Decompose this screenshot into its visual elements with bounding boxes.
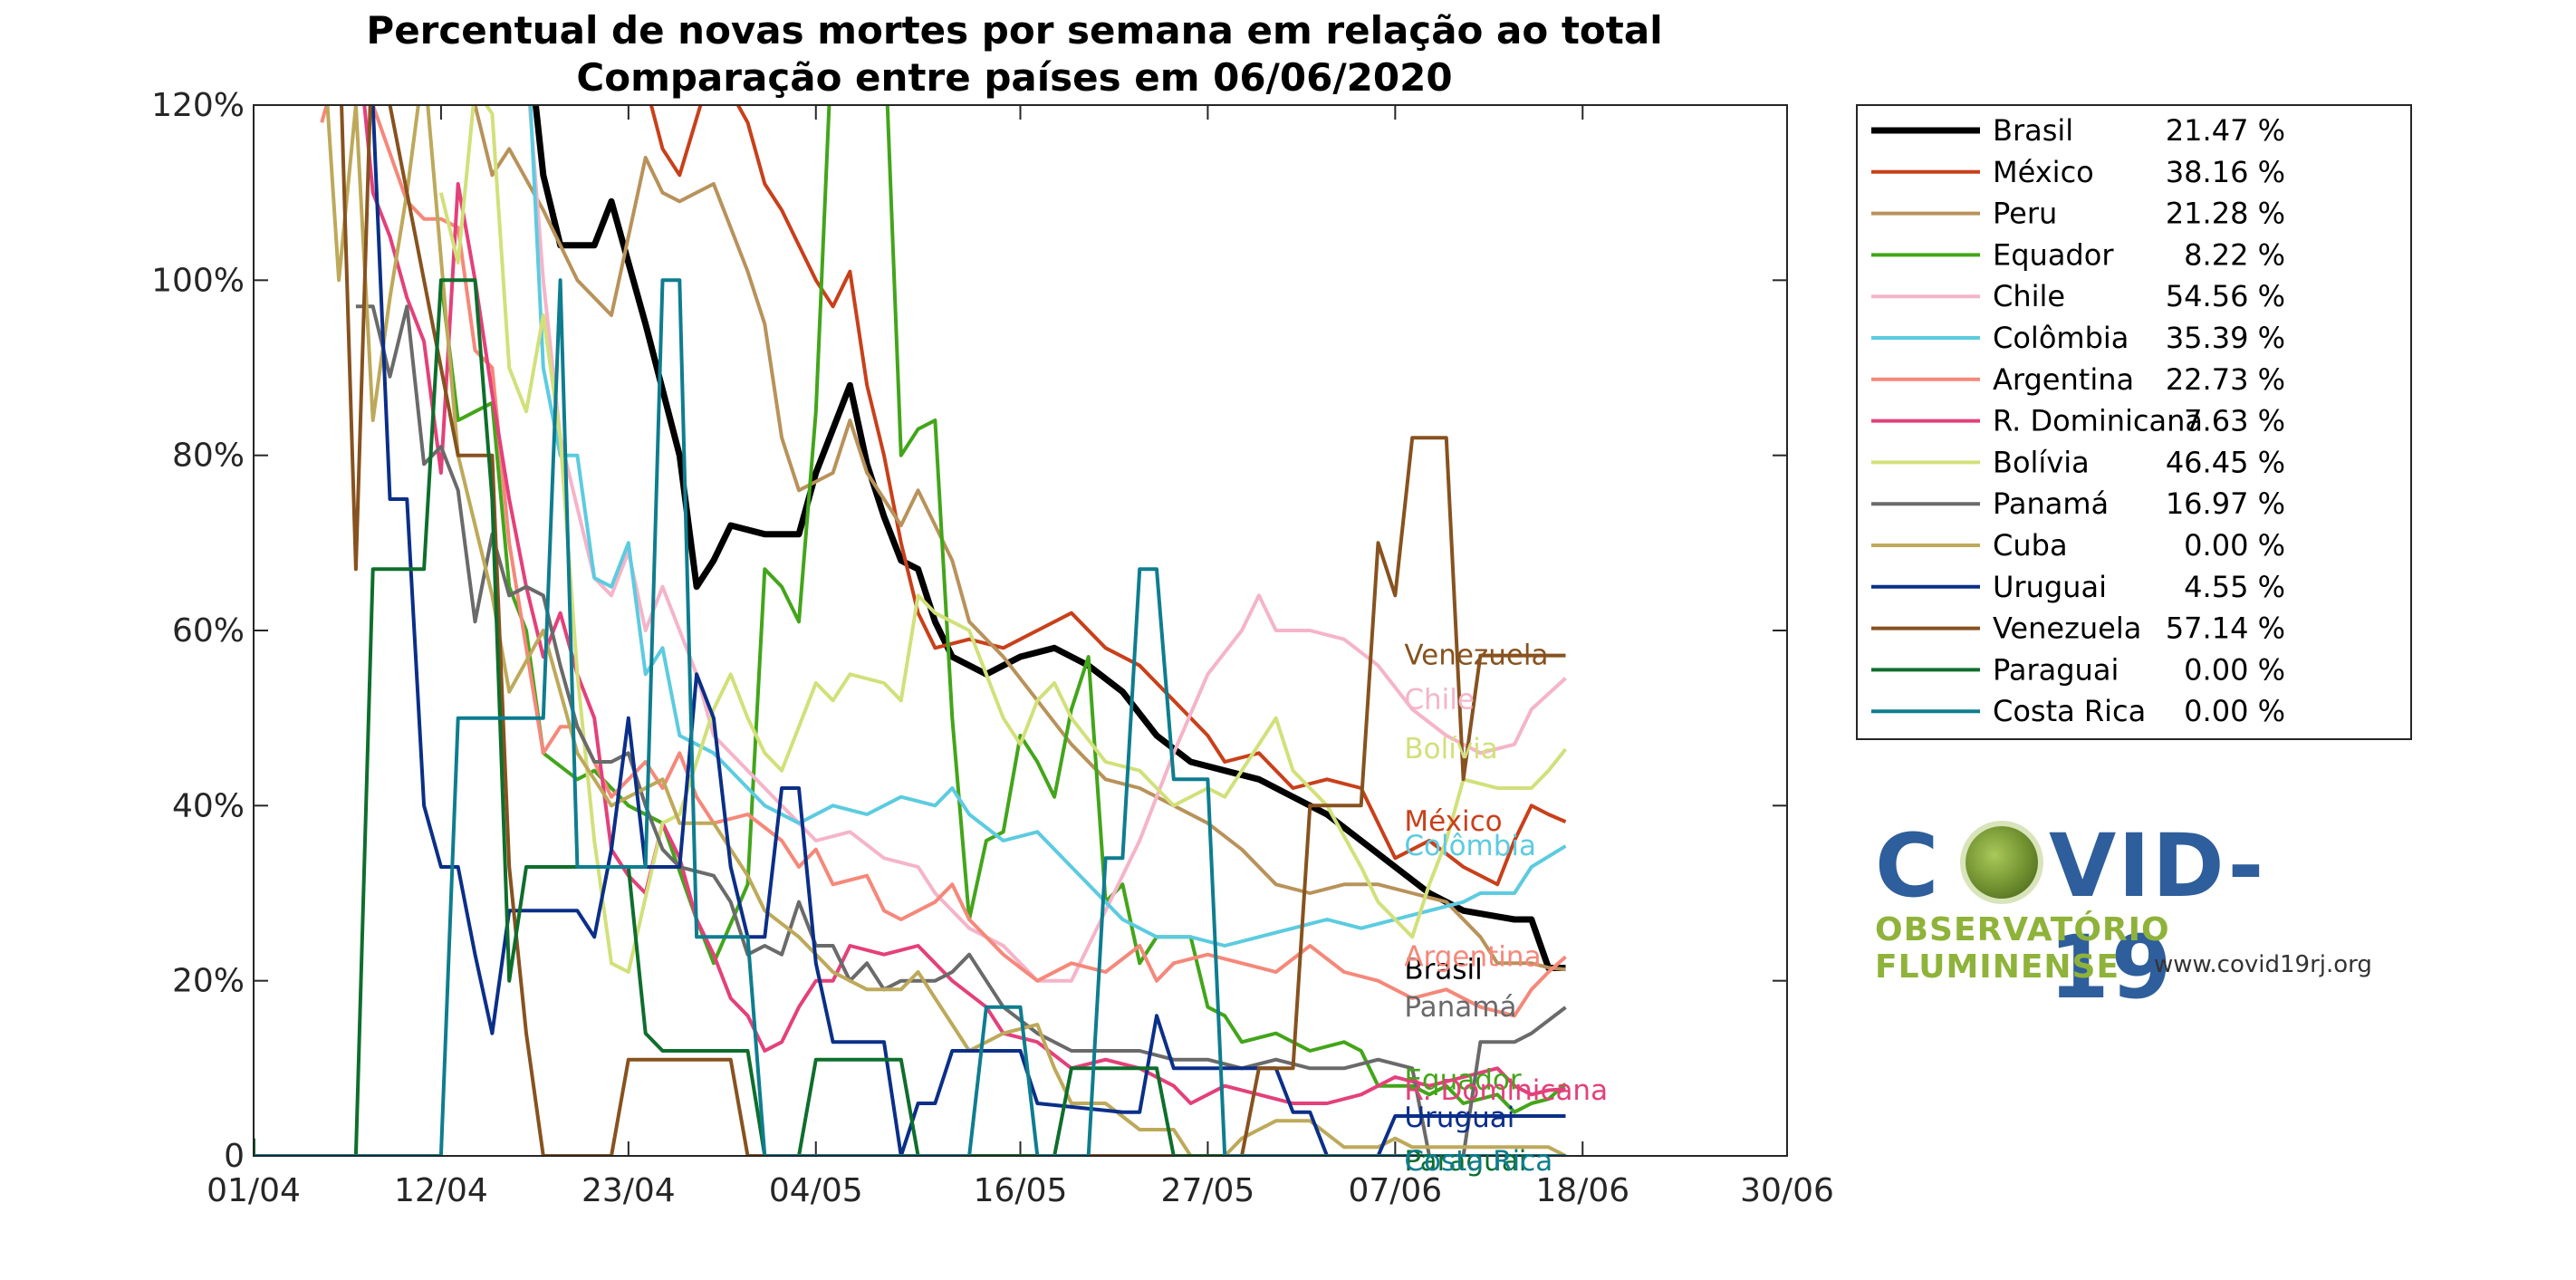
- series-line-col-mbia: [528, 105, 1567, 948]
- y-tick-label: 20%: [172, 963, 245, 1000]
- legend-entry-name: Peru: [1993, 197, 2057, 231]
- end-label-brasil: Brasil: [1404, 953, 1482, 986]
- legend-entry-value: 21.47 %: [2166, 113, 2285, 148]
- end-label-uruguai: Uruguai: [1404, 1102, 1514, 1134]
- virus-icon: [1966, 826, 2038, 899]
- series-line-m-xico: [649, 105, 1567, 887]
- legend-entry-name: México: [1993, 155, 2094, 189]
- legend-entry-name: R. Dominicana: [1993, 404, 2203, 438]
- series-line-paraguai: [254, 278, 1566, 1156]
- x-tick-label: 23/04: [582, 1172, 676, 1209]
- logo-subtitle: OBSERVATÓRIO FLUMINENSE: [1875, 911, 2170, 986]
- legend-entry-value: 46.45 %: [2166, 445, 2285, 479]
- end-label-m-xico: México: [1404, 805, 1502, 838]
- legend-entry-value: 4.55 %: [2184, 570, 2285, 604]
- legend-entry-value: 0.00 %: [2184, 652, 2285, 687]
- legend-entry-value: 57.14 %: [2166, 611, 2285, 646]
- end-label-r-dominicana: R. Dominicana: [1404, 1074, 1608, 1107]
- y-tick-label: 100%: [151, 262, 245, 299]
- x-tick-label: 07/06: [1348, 1172, 1442, 1209]
- y-tick-label: 80%: [172, 438, 245, 475]
- legend-entry-name: Chile: [1993, 279, 2065, 313]
- end-label-equador: Equador: [1404, 1064, 1522, 1097]
- series-line-uruguai: [370, 105, 1566, 1156]
- axis-ticks: 01/04 12/04 23/04 04/05 16/05 27/05 07/06 18/06…: [151, 87, 1834, 1209]
- x-tick-label: 27/05: [1161, 1172, 1255, 1209]
- end-label-chile: Chile: [1404, 684, 1475, 717]
- x-tick-label: 16/05: [974, 1172, 1068, 1209]
- end-label-panam-: Panamá: [1404, 991, 1516, 1024]
- end-label-argentina: Argentina: [1404, 940, 1541, 973]
- series-line-chile: [527, 105, 1567, 983]
- logo-url: www.covid19rj.org: [2154, 951, 2372, 978]
- legend-entry-name: Bolívia: [1993, 445, 2090, 479]
- legend-entry-name: Uruguai: [1993, 570, 2107, 604]
- legend-entry-name: Equador: [1993, 237, 2114, 272]
- end-labels: Brasil México Equador Chile Colômbia Argentin…: [1404, 640, 1608, 1178]
- x-tick-label: 04/05: [769, 1172, 863, 1209]
- series-line-costa-rica: [254, 278, 1566, 1156]
- legend-entry-name: Cuba: [1993, 528, 2068, 563]
- series-line-cuba: [325, 105, 1567, 1156]
- legend-entry-name: Argentina: [1993, 362, 2134, 397]
- plot-frame: [253, 104, 1788, 1157]
- end-label-costa-rica: Costa Rica: [1404, 1145, 1552, 1178]
- legend-entry-value: 54.56 %: [2166, 279, 2285, 313]
- legend-entry-name: Costa Rica: [1993, 694, 2146, 728]
- legend-entry-value: 0.00 %: [2184, 528, 2285, 563]
- legend-entry-name: Panamá: [1993, 486, 2109, 521]
- legend-entry-name: Brasil: [1993, 113, 2073, 148]
- legend-entry-value: 8.22 %: [2184, 237, 2285, 272]
- y-tick-label: 0: [224, 1138, 245, 1175]
- legend-entry-value: 35.39 %: [2166, 321, 2285, 355]
- chart-title-line-2: Comparação entre países em 06/06/2020: [576, 55, 1452, 100]
- end-label-col-mbia: Colômbia: [1404, 830, 1536, 862]
- logo-word-c: C: [1875, 815, 1941, 917]
- series-line-r-dominicana: [362, 105, 1566, 1105]
- series-group: [254, 105, 1568, 1156]
- covid19-logo: C VID-19 OBSERVATÓRIO FLUMINENSE www.cov…: [1866, 815, 2373, 1018]
- legend-entry-value: 7.63 %: [2184, 404, 2285, 438]
- x-tick-label: 18/06: [1535, 1172, 1629, 1209]
- y-tick-label: 40%: [172, 787, 245, 824]
- end-label-bol-via: Bolívia: [1404, 733, 1497, 765]
- legend: Brasil 21.47 % México 38.16 % Peru 21.28 % Equ…: [1856, 104, 2412, 740]
- logo-word-vid19: VID-19: [2049, 815, 2266, 1018]
- series-line-venezuela: [340, 105, 1566, 1156]
- legend-entry-name: Venezuela: [1993, 611, 2141, 646]
- legend-entry-name: Paraguai: [1993, 652, 2119, 687]
- x-tick-label: 30/06: [1740, 1172, 1834, 1209]
- legend-entry-value: 16.97 %: [2166, 486, 2285, 521]
- legend-entry-value: 38.16 %: [2166, 155, 2285, 189]
- legend-entry-name: Colômbia: [1993, 321, 2129, 355]
- legend-entry-value: 22.73 %: [2166, 362, 2285, 397]
- legend-entry-value: 0.00 %: [2184, 694, 2285, 728]
- y-tick-label: 60%: [172, 612, 245, 650]
- series-line-peru: [473, 105, 1566, 972]
- end-label-venezuela: Venezuela: [1404, 640, 1548, 672]
- chart-title-line-1: Percentual de novas mortes por semana em…: [366, 8, 1662, 53]
- x-tick-label: 12/04: [394, 1172, 488, 1209]
- x-tick-label: 01/04: [207, 1172, 301, 1209]
- end-label-paraguai: Paraguai: [1404, 1145, 1526, 1178]
- legend-entry-value: 21.28 %: [2166, 197, 2285, 231]
- y-tick-label: 120%: [151, 87, 245, 124]
- series-line-bol-via: [438, 105, 1568, 974]
- series-line-panam-: [355, 304, 1567, 1156]
